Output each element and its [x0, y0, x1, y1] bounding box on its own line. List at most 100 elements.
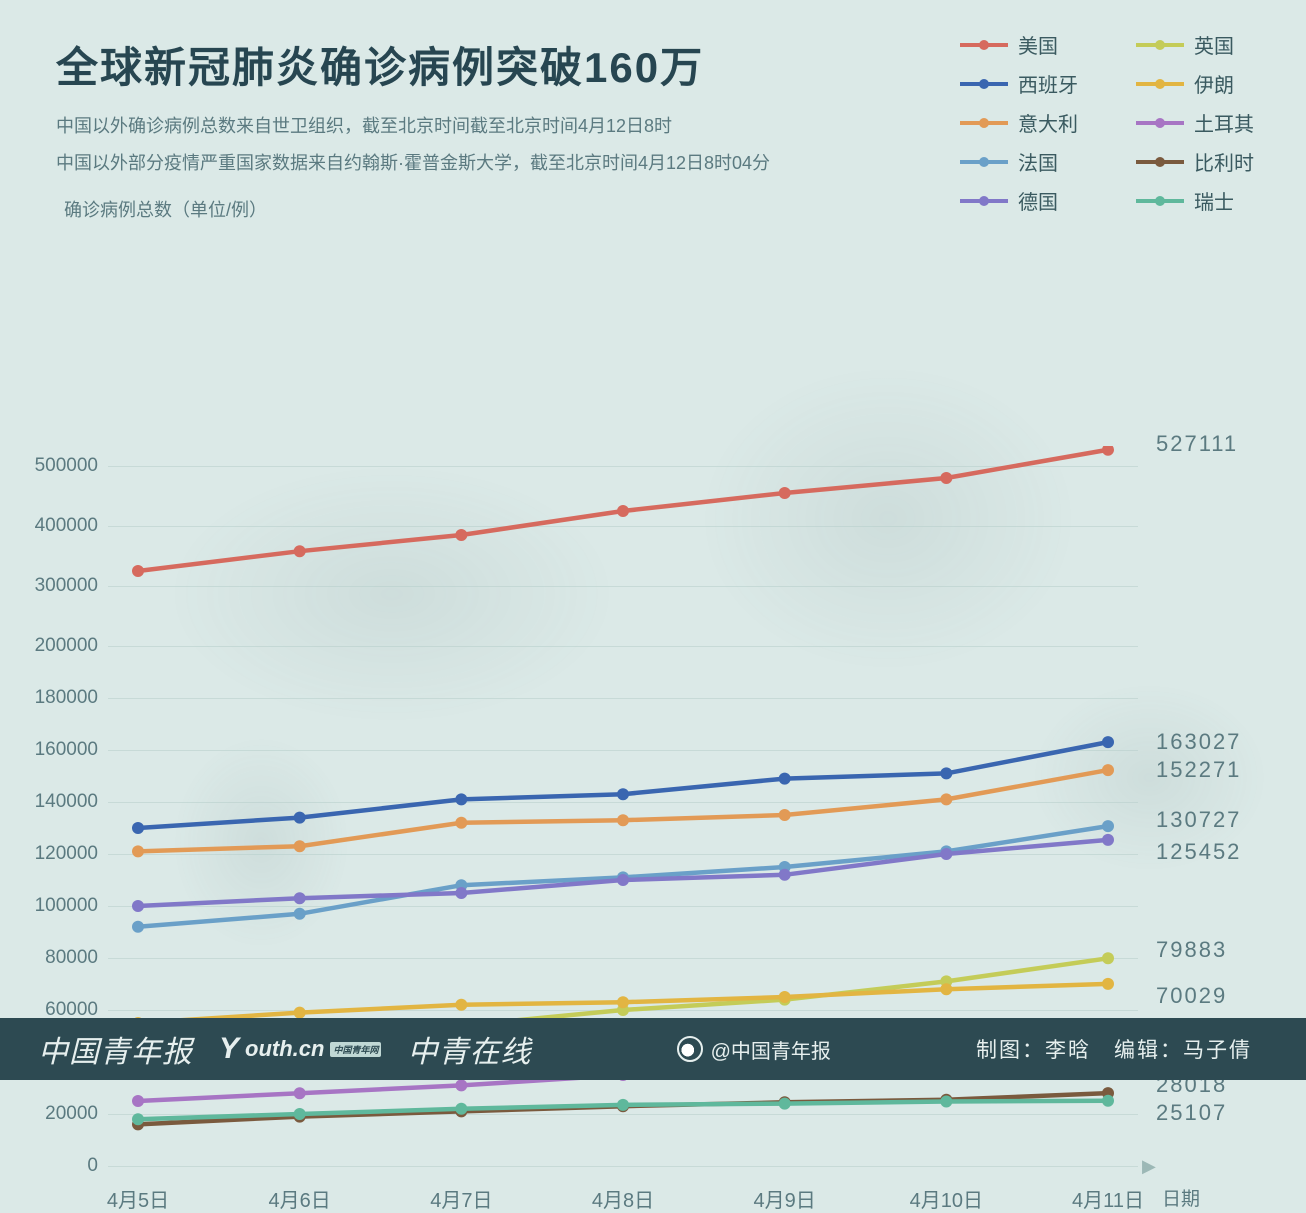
- chart-legend: 美国 英国西班牙 伊朗意大利 土耳其法国 比利时德国 瑞士: [960, 30, 1254, 215]
- series-end-label: 25107: [1156, 1100, 1227, 1126]
- series-marker: [455, 1103, 467, 1115]
- legend-label: 美国: [1018, 30, 1058, 59]
- legend-item: 伊朗: [1136, 69, 1254, 98]
- series-marker: [1102, 834, 1114, 846]
- x-tick-label: 4月7日: [430, 1184, 492, 1213]
- footer-weibo: @中国青年报: [531, 1035, 976, 1064]
- y-tick-label: 160000: [14, 739, 98, 761]
- series-marker: [940, 768, 952, 780]
- legend-swatch: [1136, 121, 1184, 125]
- series-marker: [940, 983, 952, 995]
- legend-label: 英国: [1194, 30, 1234, 59]
- series-marker: [779, 991, 791, 1003]
- y-tick-label: 20000: [14, 1103, 98, 1125]
- x-tick-label: 4月9日: [754, 1184, 816, 1213]
- series-marker: [1102, 446, 1114, 456]
- legend-label: 德国: [1018, 186, 1058, 215]
- legend-item: 西班牙: [960, 69, 1078, 98]
- footer-brand-youth: Youth.cn 中国青年网: [219, 1032, 381, 1066]
- x-tick-label: 4月6日: [269, 1184, 331, 1213]
- x-tick-label: 4月10日: [910, 1184, 983, 1213]
- series-marker: [294, 1108, 306, 1120]
- series-marker: [617, 1099, 629, 1111]
- legend-label: 土耳其: [1194, 108, 1254, 137]
- series-marker: [1102, 764, 1114, 776]
- series-end-label: 527111: [1156, 431, 1238, 457]
- legend-swatch: [1136, 43, 1184, 47]
- series-marker: [132, 921, 144, 933]
- series-marker: [617, 814, 629, 826]
- legend-item: 法国: [960, 147, 1078, 176]
- series-marker: [779, 773, 791, 785]
- series-marker: [779, 809, 791, 821]
- legend-label: 伊朗: [1194, 69, 1234, 98]
- series-marker: [940, 472, 952, 484]
- legend-label: 意大利: [1018, 108, 1078, 137]
- legend-item: 德国: [960, 186, 1078, 215]
- series-marker: [617, 505, 629, 517]
- series-end-label: 79883: [1156, 937, 1227, 963]
- legend-label: 比利时: [1194, 147, 1254, 176]
- legend-swatch: [960, 82, 1008, 86]
- series-marker: [455, 817, 467, 829]
- footer-brand-cyb: 中国青年报: [38, 1027, 193, 1071]
- series-marker: [132, 846, 144, 858]
- legend-swatch: [960, 43, 1008, 47]
- y-tick-label: 100000: [14, 895, 98, 917]
- series-marker: [294, 892, 306, 904]
- legend-item: 美国: [960, 30, 1078, 59]
- series-marker: [455, 999, 467, 1011]
- y-tick-label: 300000: [14, 575, 98, 597]
- series-marker: [132, 1095, 144, 1107]
- series-marker: [455, 1080, 467, 1092]
- legend-item: 土耳其: [1136, 108, 1254, 137]
- series-marker: [132, 822, 144, 834]
- footer-bar: 中国青年报 Youth.cn 中国青年网 中青在线 @中国青年报 制图：李晗 编…: [0, 1018, 1306, 1080]
- legend-label: 法国: [1018, 147, 1058, 176]
- legend-item: 瑞士: [1136, 186, 1254, 215]
- y-tick-label: 0: [14, 1155, 98, 1177]
- legend-label: 西班牙: [1018, 69, 1078, 98]
- x-tick-label: 4月5日: [107, 1184, 169, 1213]
- series-marker: [940, 794, 952, 806]
- series-marker: [132, 1113, 144, 1125]
- series-marker: [1102, 952, 1114, 964]
- series-line: [138, 770, 1108, 851]
- series-marker: [779, 487, 791, 499]
- series-marker: [455, 794, 467, 806]
- series-marker: [294, 812, 306, 824]
- series-end-label: 152271: [1156, 757, 1241, 783]
- series-marker: [294, 840, 306, 852]
- series-end-label: 130727: [1156, 807, 1241, 833]
- y-tick-label: 80000: [14, 947, 98, 969]
- series-marker: [617, 788, 629, 800]
- x-tick-label: 4月8日: [592, 1184, 654, 1213]
- legend-swatch: [960, 121, 1008, 125]
- series-marker: [294, 545, 306, 557]
- series-marker: [132, 900, 144, 912]
- legend-swatch: [1136, 160, 1184, 164]
- legend-label: 瑞士: [1194, 186, 1234, 215]
- legend-item: 比利时: [1136, 147, 1254, 176]
- series-marker: [617, 996, 629, 1008]
- footer-brand-zqzx: 中青在线: [407, 1027, 531, 1071]
- footer-credits: 制图：李晗 编辑：马子倩: [976, 1034, 1252, 1064]
- legend-swatch: [960, 160, 1008, 164]
- y-tick-label: 500000: [14, 455, 98, 477]
- series-marker: [617, 874, 629, 886]
- series-marker: [1102, 1095, 1114, 1107]
- series-marker: [1102, 736, 1114, 748]
- series-marker: [294, 1087, 306, 1099]
- series-end-label: 70029: [1156, 983, 1227, 1009]
- series-marker: [455, 529, 467, 541]
- series-marker: [779, 1098, 791, 1110]
- y-tick-label: 120000: [14, 843, 98, 865]
- legend-swatch: [1136, 199, 1184, 203]
- series-marker: [294, 1007, 306, 1019]
- y-tick-label: 180000: [14, 687, 98, 709]
- y-tick-label: 400000: [14, 515, 98, 537]
- x-axis-title: 日期: [1162, 1184, 1200, 1211]
- series-marker: [1102, 978, 1114, 990]
- y-tick-label: 200000: [14, 635, 98, 657]
- series-marker: [1102, 820, 1114, 832]
